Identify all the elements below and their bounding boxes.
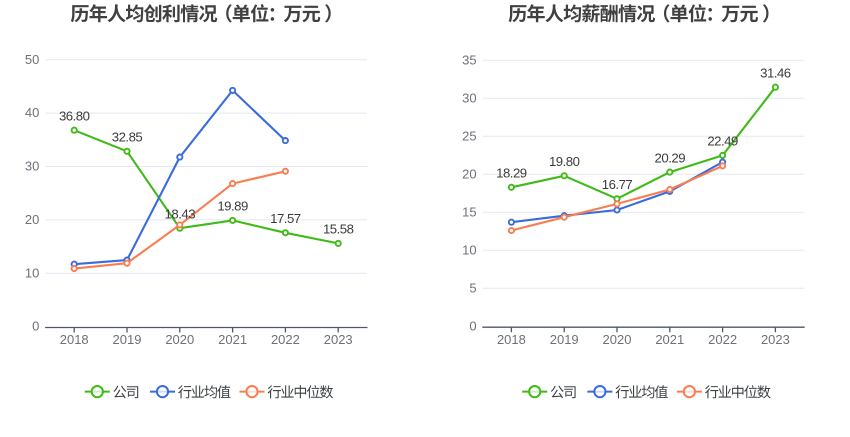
svg-text:2019: 2019 [550, 332, 579, 347]
svg-text:15: 15 [462, 204, 476, 219]
svg-text:10: 10 [25, 265, 39, 280]
svg-text:40: 40 [25, 105, 39, 120]
svg-text:2018: 2018 [60, 332, 89, 347]
svg-text:36.80: 36.80 [59, 108, 90, 123]
svg-text:2020: 2020 [165, 332, 194, 347]
svg-text:0: 0 [469, 318, 476, 333]
svg-text:22.49: 22.49 [707, 134, 738, 149]
svg-text:2020: 2020 [603, 332, 632, 347]
svg-text:31.46: 31.46 [760, 65, 791, 80]
svg-text:16.77: 16.77 [602, 177, 633, 192]
svg-text:50: 50 [25, 52, 39, 67]
svg-text:0: 0 [32, 319, 39, 334]
svg-text:25: 25 [462, 128, 476, 143]
svg-text:2019: 2019 [113, 332, 142, 347]
svg-text:19.89: 19.89 [217, 199, 248, 214]
svg-text:10: 10 [462, 242, 476, 257]
svg-text:2018: 2018 [497, 332, 526, 347]
svg-text:2022: 2022 [708, 332, 737, 347]
svg-text:19.80: 19.80 [549, 154, 580, 169]
svg-text:2022: 2022 [271, 332, 300, 347]
svg-text:20: 20 [25, 212, 39, 227]
svg-text:18.29: 18.29 [496, 166, 527, 181]
svg-text:20: 20 [462, 166, 476, 181]
svg-text:17.57: 17.57 [270, 211, 301, 226]
svg-text:20.29: 20.29 [655, 150, 686, 165]
svg-text:32.85: 32.85 [112, 130, 143, 145]
svg-text:2021: 2021 [655, 332, 684, 347]
svg-text:30: 30 [462, 90, 476, 105]
svg-text:2023: 2023 [761, 332, 790, 347]
svg-text:18.43: 18.43 [165, 206, 196, 221]
svg-text:5: 5 [469, 280, 476, 295]
svg-text:30: 30 [25, 159, 39, 174]
svg-text:2023: 2023 [324, 332, 353, 347]
svg-text:35: 35 [462, 52, 476, 67]
svg-text:15.58: 15.58 [323, 222, 354, 237]
svg-text:2021: 2021 [218, 332, 247, 347]
